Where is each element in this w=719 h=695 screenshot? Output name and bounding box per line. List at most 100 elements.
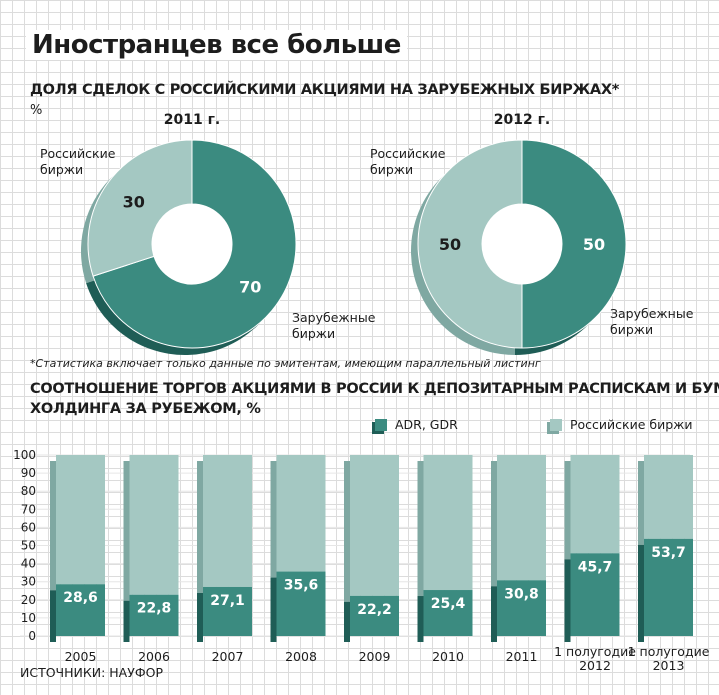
bar-group: 53,7 1 полугодие 2013: [628, 455, 710, 673]
pie-section-header: ДОЛЯ СДЕЛОК С РОССИЙСКИМИ АКЦИЯМИ НА ЗАР…: [30, 82, 619, 98]
bar-side-russian: [564, 461, 571, 560]
pie-value-label: 50: [583, 235, 605, 254]
x-tick-label: 2007: [212, 649, 244, 664]
bar-segment-adr: [129, 594, 179, 636]
x-tick-label: 2009: [359, 649, 391, 664]
bar-value-label: 30,8: [504, 586, 539, 602]
x-tick-label: 2006: [138, 649, 170, 664]
bar-side-adr: [417, 596, 424, 642]
legend-label-adr: ADR, GDR: [395, 417, 458, 432]
bar-side-russian: [344, 461, 350, 602]
bar-segment-adr: [203, 586, 252, 636]
pie-charts: 2011 г. 70 30 Российские биржи Зарубежные бирж…: [40, 112, 694, 355]
bar-segment-adr: [497, 580, 546, 636]
bar-side-russian: [491, 461, 497, 587]
x-tick-label: 2011: [506, 649, 538, 664]
bar-group: 28,6 2005: [50, 455, 105, 664]
bar-side-russian: [638, 461, 644, 545]
bar-segment-russian: [129, 455, 179, 595]
bar-side-russian: [270, 461, 277, 578]
pie-title: 2011 г.: [164, 112, 220, 128]
bar-group: 22,8 2006: [123, 455, 179, 664]
y-tick-label: 70: [21, 502, 36, 516]
legend-swatch-russian: [550, 419, 562, 431]
bar-group: 22,2 2009: [344, 455, 399, 664]
bar-side-adr: [123, 600, 130, 642]
bar-side-adr: [564, 559, 571, 642]
pie-1: 2011 г. 70 30 Российские биржи Зарубежные бирж…: [40, 112, 376, 355]
bar-section-header-line1: СООТНОШЕНИЕ ТОРГОВ АКЦИЯМИ В РОССИИ К ДЕ…: [30, 381, 719, 397]
pie-hole: [152, 204, 232, 284]
bar-segment-russian: [644, 455, 693, 539]
bar-segment-russian: [350, 455, 399, 596]
pie-hole: [482, 204, 562, 284]
pie-value-label: 50: [439, 235, 461, 254]
bar-segment-adr: [644, 538, 693, 636]
pie-value-label: 30: [123, 193, 145, 212]
bar-segment-russian: [56, 455, 105, 585]
pie-category-label: Российские биржи: [370, 146, 446, 177]
bar-side-russian: [417, 461, 424, 597]
bar-side-adr: [197, 592, 203, 642]
bar-side-adr: [270, 577, 277, 642]
pie-unit: %: [30, 103, 43, 118]
y-tick-label: 0: [28, 629, 36, 643]
bar-segment-adr: [350, 595, 399, 636]
bar-group: 45,7 1 полугодие 2012: [554, 455, 636, 673]
bar-segment-russian: [497, 455, 546, 581]
bar-side-adr: [491, 586, 497, 642]
bar-value-label: 35,6: [284, 578, 319, 594]
pie-category-label: Зарубежные биржи: [292, 310, 376, 341]
bar-segment-russian: [203, 455, 252, 587]
bar-side-adr: [50, 590, 56, 642]
bar-value-label: 27,1: [210, 593, 245, 609]
bar-group: 30,8 2011: [491, 455, 546, 664]
bar-segment-adr: [570, 553, 620, 636]
pie-title: 2012 г.: [494, 112, 550, 128]
bar-side-adr: [344, 601, 350, 642]
y-tick-label: 100: [13, 448, 36, 462]
bar-group: 35,6 2008: [270, 455, 326, 664]
pie-value-label: 70: [239, 277, 261, 296]
x-tick-label: 1 полугодие 2013: [628, 644, 710, 673]
bar-group: 25,4 2010: [417, 455, 473, 664]
y-tick-label: 10: [21, 611, 36, 625]
sources: ИСТОЧНИКИ: НАУФОР: [20, 665, 163, 680]
bar-value-label: 22,2: [357, 602, 392, 618]
y-tick-label: 30: [21, 575, 36, 589]
page-title: Иностранцев все больше: [26, 30, 407, 60]
legend-label-russian: Российские биржи: [570, 417, 693, 432]
bar-side-russian: [123, 461, 130, 601]
bar-value-label: 53,7: [651, 545, 686, 561]
bar-side-adr: [638, 544, 644, 642]
bar-section-header-line2: ХОЛДИНГА ЗА РУБЕЖОМ, %: [30, 401, 261, 417]
x-tick-label: 2008: [285, 649, 317, 664]
pie-category-label: Российские биржи: [40, 146, 116, 177]
y-tick-label: 50: [21, 539, 36, 553]
bar-segment-adr: [276, 571, 326, 636]
bar-side-russian: [197, 461, 203, 593]
bar-side-russian: [50, 461, 56, 591]
bar-segment-adr: [56, 584, 105, 636]
x-tick-label: 1 полугодие 2012: [554, 644, 636, 673]
y-tick-label: 20: [21, 593, 36, 607]
pie-category-label: Зарубежные биржи: [610, 306, 694, 337]
x-tick-label: 2005: [65, 649, 97, 664]
bar-group: 27,1 2007: [197, 455, 252, 664]
pie-footnote: *Статистика включает только данные по эм…: [30, 357, 541, 370]
bar-value-label: 25,4: [431, 596, 466, 612]
x-tick-label: 2010: [432, 649, 464, 664]
y-tick-label: 90: [21, 466, 36, 480]
bar-value-label: 22,8: [137, 601, 172, 617]
y-tick-label: 80: [21, 484, 36, 498]
pie-2: 2012 г. 50 50 Российские биржи Зарубежные бирж…: [370, 112, 694, 355]
bar-segment-adr: [423, 590, 473, 636]
bar-segment-russian: [423, 455, 473, 591]
y-tick-label: 40: [21, 557, 36, 571]
legend-swatch-adr: [375, 419, 387, 431]
bar-value-label: 28,6: [63, 590, 98, 606]
bar-value-label: 45,7: [578, 559, 613, 575]
bar-segment-russian: [570, 455, 620, 554]
